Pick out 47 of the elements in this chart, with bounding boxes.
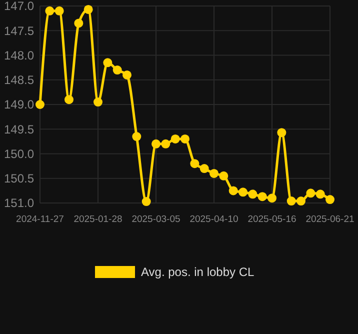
point (306, 188, 316, 198)
point (112, 66, 122, 75)
x-tick-label: 2024-11-27 (16, 214, 64, 225)
point (219, 171, 228, 180)
y-tick-label: 147.0 (4, 0, 34, 14)
point (54, 6, 64, 16)
point (228, 186, 238, 196)
point (152, 139, 160, 148)
y-tick-label: 150.0 (4, 146, 34, 161)
point (142, 197, 151, 206)
y-tick-label: 151.0 (4, 196, 34, 210)
point (74, 18, 84, 28)
x-tick-label: 2025-04-10 (190, 214, 238, 225)
point (36, 100, 44, 109)
point (200, 164, 209, 174)
point (238, 188, 248, 197)
point (122, 70, 132, 80)
y-tick-label: 148.0 (4, 48, 34, 62)
point (248, 190, 258, 199)
point (170, 134, 180, 144)
point (103, 58, 112, 68)
point (132, 132, 142, 142)
point (180, 134, 190, 144)
point (64, 95, 74, 104)
y-tick-label: 149.5 (4, 122, 34, 136)
point (277, 128, 286, 138)
x-tick-label: 2025-05-16 (248, 214, 296, 225)
x-tick-label: 2025-01-28 (74, 214, 122, 225)
point (268, 194, 276, 203)
point (84, 4, 93, 14)
y-tick-label: 148.5 (4, 73, 34, 88)
point (316, 190, 325, 199)
point (258, 192, 267, 202)
point (326, 195, 334, 204)
point (210, 168, 218, 178)
point (296, 196, 306, 206)
y-tick-label: 147.5 (4, 24, 34, 38)
point (161, 139, 170, 148)
x-tick-label: 2025-03-05 (132, 214, 180, 225)
point (94, 98, 102, 107)
y-tick-label: 150.5 (4, 172, 34, 186)
point (45, 6, 54, 16)
point (286, 196, 296, 206)
x-tick-label: 2025-06-21 (306, 214, 354, 225)
legend-label: Avg. pos. in lobby CL (141, 265, 255, 280)
y-tick-label: 149.0 (4, 98, 34, 112)
point (190, 159, 200, 168)
